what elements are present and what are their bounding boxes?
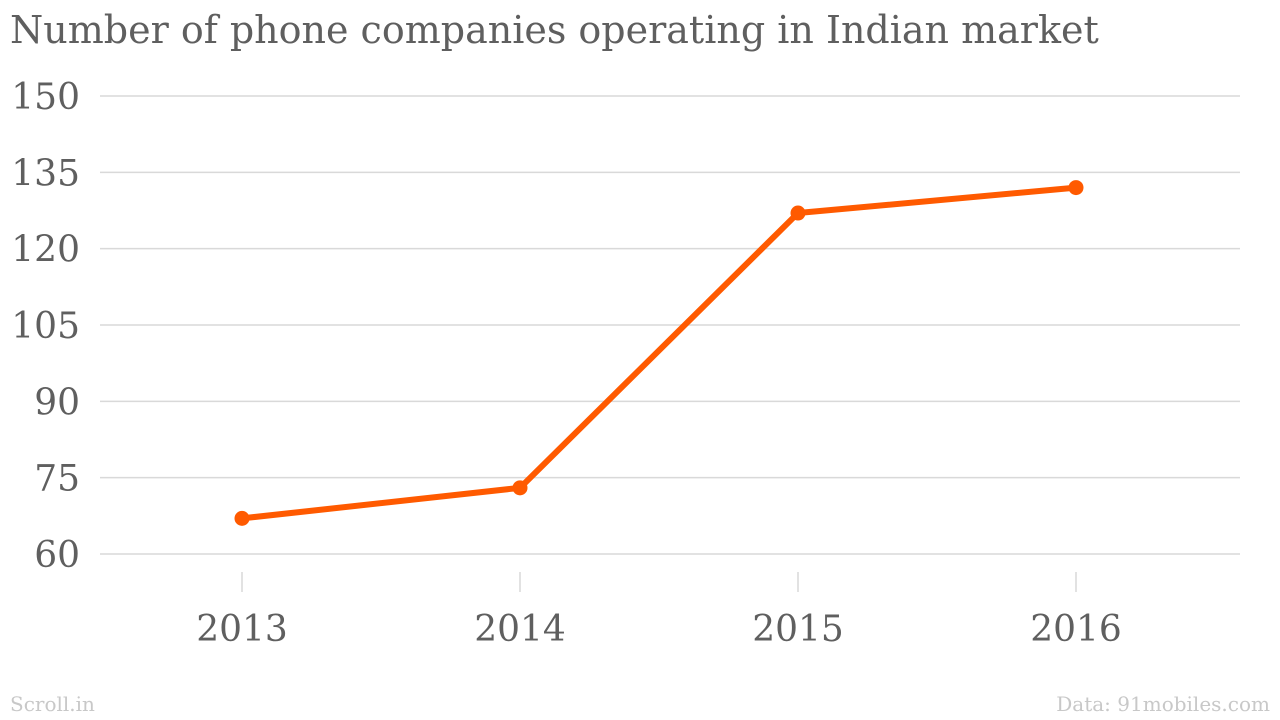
x-tick-label: 2015 (752, 609, 844, 650)
footer-credit: Data: 91mobiles.com (1056, 692, 1270, 716)
x-axis-ticks: 2013 2014 2015 2016 (196, 572, 1122, 650)
series-line (239, 184, 1079, 522)
y-tick-label: 105 (11, 306, 80, 347)
x-tick-label: 2016 (1030, 609, 1122, 650)
gridlines (100, 95, 1240, 555)
y-tick-label: 150 (11, 77, 80, 118)
chart-title: Number of phone companies operating in I… (10, 8, 1099, 52)
footer-source: Scroll.in (10, 692, 95, 716)
y-tick-label: 75 (34, 459, 80, 500)
y-tick-label: 60 (34, 535, 80, 576)
data-point (1068, 180, 1084, 196)
x-tick-label: 2014 (474, 609, 566, 650)
y-tick-label: 135 (11, 153, 80, 194)
data-point (790, 205, 806, 221)
y-tick-label: 90 (34, 382, 80, 423)
y-axis-ticks: 60 75 90 105 120 135 150 (11, 77, 80, 576)
y-tick-label: 120 (11, 230, 80, 271)
data-point (512, 480, 528, 496)
data-points (234, 180, 1084, 526)
x-tick-label: 2013 (196, 609, 288, 650)
series-lines (239, 184, 1079, 522)
data-point (234, 510, 250, 526)
